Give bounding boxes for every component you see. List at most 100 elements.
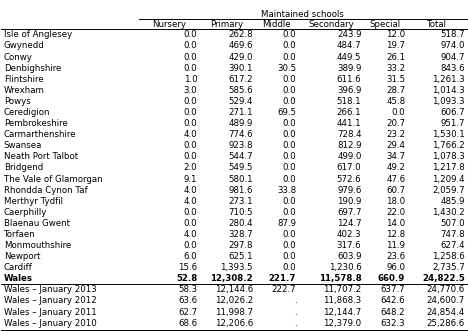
Text: 489.9: 489.9	[229, 119, 253, 128]
Text: 0.0: 0.0	[283, 141, 296, 150]
Text: Wrexham: Wrexham	[4, 86, 44, 95]
Text: 11,578.8: 11,578.8	[319, 274, 361, 283]
Text: 843.6: 843.6	[440, 64, 465, 72]
Text: 617.2: 617.2	[228, 75, 253, 84]
Text: 22.0: 22.0	[386, 208, 405, 217]
Text: 529.4: 529.4	[228, 97, 253, 106]
Text: 499.0: 499.0	[337, 152, 361, 161]
Text: 0.0: 0.0	[183, 208, 197, 217]
Text: 469.6: 469.6	[228, 41, 253, 50]
Text: 774.6: 774.6	[228, 130, 253, 139]
Text: 273.1: 273.1	[228, 197, 253, 206]
Text: Ceredigion: Ceredigion	[4, 108, 50, 117]
Text: 4.0: 4.0	[183, 186, 197, 195]
Text: 0.0: 0.0	[283, 41, 296, 50]
Text: Secondary: Secondary	[308, 20, 354, 29]
Text: Conwy: Conwy	[4, 53, 33, 62]
Text: 904.7: 904.7	[440, 53, 465, 62]
Text: 0.0: 0.0	[183, 64, 197, 72]
Text: 26.1: 26.1	[386, 53, 405, 62]
Text: 1,093.3: 1,093.3	[432, 97, 465, 106]
Text: 63.6: 63.6	[178, 297, 197, 306]
Text: 390.1: 390.1	[228, 64, 253, 72]
Text: 243.9: 243.9	[337, 30, 361, 39]
Text: 0.0: 0.0	[283, 119, 296, 128]
Text: Wales – January 2011: Wales – January 2011	[4, 307, 96, 316]
Text: 429.0: 429.0	[228, 53, 253, 62]
Text: 728.4: 728.4	[337, 130, 361, 139]
Text: 0.0: 0.0	[183, 119, 197, 128]
Text: 0.0: 0.0	[283, 130, 296, 139]
Text: 6.0: 6.0	[183, 252, 197, 261]
Text: 1,230.6: 1,230.6	[329, 263, 361, 272]
Text: 45.8: 45.8	[386, 97, 405, 106]
Text: 49.2: 49.2	[386, 164, 405, 172]
Text: 1,766.2: 1,766.2	[432, 141, 465, 150]
Text: 24,854.4: 24,854.4	[426, 307, 465, 316]
Text: 47.6: 47.6	[386, 174, 405, 183]
Text: 1,209.4: 1,209.4	[432, 174, 465, 183]
Text: 617.0: 617.0	[337, 164, 361, 172]
Text: 0.0: 0.0	[183, 219, 197, 228]
Text: Blaenau Gwent: Blaenau Gwent	[4, 219, 70, 228]
Text: Gwynedd: Gwynedd	[4, 41, 44, 50]
Text: Rhondda Cynon Taf: Rhondda Cynon Taf	[4, 186, 88, 195]
Text: Maintained schools: Maintained schools	[261, 10, 344, 19]
Text: 12.8: 12.8	[386, 230, 405, 239]
Text: Swansea: Swansea	[4, 141, 42, 150]
Text: 14.0: 14.0	[386, 219, 405, 228]
Text: Denbighshire: Denbighshire	[4, 64, 61, 72]
Text: 0.0: 0.0	[183, 97, 197, 106]
Text: 0.0: 0.0	[183, 108, 197, 117]
Text: Isle of Anglesey: Isle of Anglesey	[4, 30, 72, 39]
Text: 262.8: 262.8	[228, 30, 253, 39]
Text: 3.0: 3.0	[183, 86, 197, 95]
Text: 24,822.5: 24,822.5	[422, 274, 465, 283]
Text: 34.7: 34.7	[386, 152, 405, 161]
Text: 518.7: 518.7	[440, 30, 465, 39]
Text: 4.0: 4.0	[183, 197, 197, 206]
Text: 12,144.7: 12,144.7	[323, 307, 361, 316]
Text: 572.6: 572.6	[337, 174, 361, 183]
Text: 87.9: 87.9	[278, 219, 296, 228]
Text: 2,735.7: 2,735.7	[432, 263, 465, 272]
Text: 981.6: 981.6	[228, 186, 253, 195]
Text: 20.7: 20.7	[386, 119, 405, 128]
Text: 0.0: 0.0	[183, 152, 197, 161]
Text: Merthyr Tydfil: Merthyr Tydfil	[4, 197, 63, 206]
Text: 221.7: 221.7	[269, 274, 296, 283]
Text: 485.9: 485.9	[440, 197, 465, 206]
Text: 0.0: 0.0	[283, 252, 296, 261]
Text: 585.6: 585.6	[228, 86, 253, 95]
Text: 812.9: 812.9	[337, 141, 361, 150]
Text: 603.9: 603.9	[337, 252, 361, 261]
Text: 0.0: 0.0	[392, 108, 405, 117]
Text: 9.1: 9.1	[184, 174, 197, 183]
Text: 0.0: 0.0	[183, 141, 197, 150]
Text: 632.3: 632.3	[380, 319, 405, 328]
Text: 2.0: 2.0	[183, 164, 197, 172]
Text: .: .	[294, 297, 296, 306]
Text: 28.7: 28.7	[386, 86, 405, 95]
Text: 396.9: 396.9	[337, 86, 361, 95]
Text: 507.0: 507.0	[440, 219, 465, 228]
Text: 0.0: 0.0	[183, 53, 197, 62]
Text: 12,026.2: 12,026.2	[215, 297, 253, 306]
Text: 62.7: 62.7	[178, 307, 197, 316]
Text: 710.5: 710.5	[228, 208, 253, 217]
Text: 1,261.3: 1,261.3	[432, 75, 465, 84]
Text: Pembrokeshire: Pembrokeshire	[4, 119, 67, 128]
Text: 12,206.6: 12,206.6	[215, 319, 253, 328]
Text: 1,258.6: 1,258.6	[432, 252, 465, 261]
Text: Total: Total	[427, 20, 447, 29]
Text: 33.8: 33.8	[277, 186, 296, 195]
Text: Cardiff: Cardiff	[4, 263, 32, 272]
Text: 402.3: 402.3	[337, 230, 361, 239]
Text: 12,308.2: 12,308.2	[211, 274, 253, 283]
Text: 271.1: 271.1	[228, 108, 253, 117]
Text: 627.4: 627.4	[440, 241, 465, 250]
Text: 518.1: 518.1	[337, 97, 361, 106]
Text: 11,998.7: 11,998.7	[215, 307, 253, 316]
Text: 18.0: 18.0	[386, 197, 405, 206]
Text: 0.0: 0.0	[283, 97, 296, 106]
